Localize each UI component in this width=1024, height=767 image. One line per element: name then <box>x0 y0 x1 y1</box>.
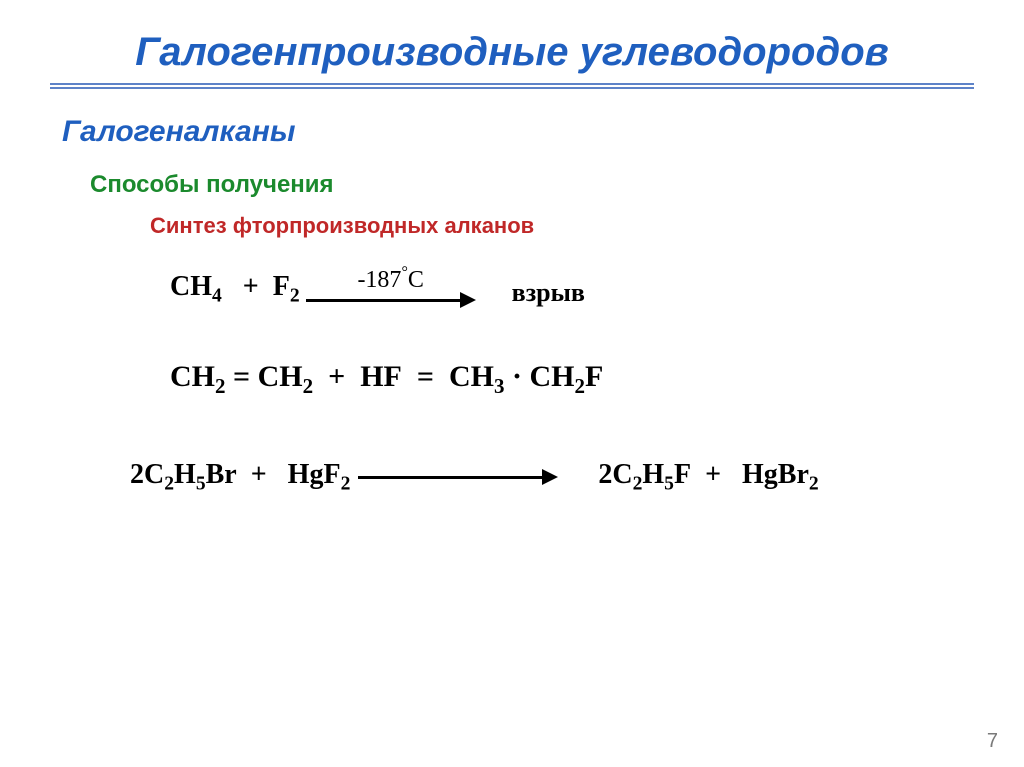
subtitle: Галогеналканы <box>62 115 974 149</box>
slide-title: Галогенпроизводные углеводородов <box>50 30 974 75</box>
section-heading: Способы получения <box>90 171 974 199</box>
eq3-left: 2C2H5Br + HgF2 <box>130 459 350 496</box>
eq3-right: 2C2H5F + HgBr2 <box>598 459 818 496</box>
arrow-icon <box>358 467 558 487</box>
equation-1: CH4 + F2 -187°C взрыв <box>170 267 974 310</box>
eq1-product: взрыв <box>512 278 585 310</box>
equation-3: 2C2H5Br + HgF2 2C2H5F + HgBr2 <box>170 459 974 496</box>
title-rule <box>50 83 974 90</box>
arrow-icon <box>306 290 476 310</box>
page-number: 7 <box>987 730 998 753</box>
eq1-reactants: CH4 + F2 <box>170 271 300 310</box>
subsection-heading: Синтез фторпроизводных алканов <box>150 213 974 239</box>
slide: Галогенпроизводные углеводородов Галоген… <box>0 0 1024 767</box>
equation-2: CH2 = CH2 + HF = CH3 · CH2F <box>170 360 974 399</box>
